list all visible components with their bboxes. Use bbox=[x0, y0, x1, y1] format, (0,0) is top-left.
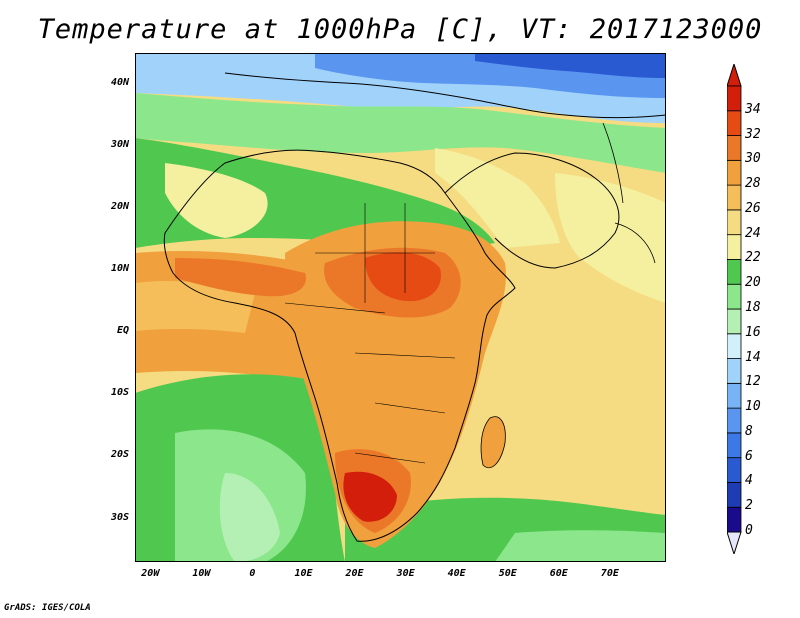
colorbar-level-label: 30 bbox=[745, 151, 761, 167]
colorbar-level-label: 20 bbox=[745, 275, 761, 291]
colorbar-level-label: 8 bbox=[745, 423, 753, 439]
arabia-coastline bbox=[444, 152, 620, 269]
colorbar-box bbox=[727, 382, 742, 409]
colorbar-box bbox=[727, 482, 742, 508]
colorbar-box bbox=[727, 234, 742, 260]
colorbar-box bbox=[727, 506, 742, 533]
arabia-warm bbox=[435, 148, 560, 248]
colorbar-box bbox=[727, 159, 742, 186]
north-africa-mild bbox=[135, 93, 666, 173]
kalahari-hottest bbox=[343, 471, 397, 522]
lat-tick-label: 20S bbox=[110, 449, 129, 461]
colorbar-level-label: 0 bbox=[745, 523, 753, 538]
lon-tick-label: 70E bbox=[600, 568, 619, 579]
colorbar-level-label: 16 bbox=[745, 324, 761, 340]
colorbar-box bbox=[727, 259, 742, 285]
cold-band-deepest bbox=[475, 53, 666, 78]
colorbar bbox=[727, 64, 742, 554]
lat-tick-label: 40N bbox=[110, 77, 129, 89]
lat-tick-label: 30N bbox=[110, 139, 129, 151]
colorbar-level-label: 2 bbox=[745, 498, 753, 514]
west-sahara-warm bbox=[165, 163, 268, 238]
colorbar-box bbox=[727, 209, 742, 236]
colorbar-box bbox=[727, 85, 742, 112]
europe-coastline bbox=[224, 72, 666, 119]
map-panel bbox=[135, 53, 666, 562]
colorbar-box bbox=[727, 432, 742, 459]
colorbar-under-triangle bbox=[727, 531, 742, 554]
lon-tick-label: 10E bbox=[294, 568, 313, 579]
lon-tick-label: 10W bbox=[192, 568, 211, 579]
lat-tick-label: 20N bbox=[110, 201, 129, 213]
colorbar-level-label: 28 bbox=[745, 176, 761, 192]
colorbar-level-label: 26 bbox=[745, 200, 761, 216]
colorbar-box bbox=[727, 283, 742, 310]
lon-tick-label: 40E bbox=[447, 568, 466, 579]
lat-tick-label: 10N bbox=[110, 263, 129, 275]
colorbar-box bbox=[727, 184, 742, 211]
colorbar-level-label: 22 bbox=[745, 250, 761, 266]
west-africa-hot bbox=[175, 258, 306, 297]
colorbar-level-label: 4 bbox=[745, 473, 753, 489]
colorbar-box bbox=[727, 110, 742, 136]
lon-tick-label: 60E bbox=[549, 568, 568, 579]
colorbar-box bbox=[727, 407, 742, 434]
india-coastline bbox=[602, 122, 656, 264]
lat-tick-label: 30S bbox=[110, 511, 129, 523]
colorbar-box bbox=[727, 358, 742, 384]
lon-tick-label: 20W bbox=[141, 568, 160, 579]
colorbar-level-label: 18 bbox=[745, 300, 761, 315]
equatorial-atlantic bbox=[135, 281, 255, 333]
lon-tick-label: 20E bbox=[345, 568, 364, 579]
central-africa-hottest bbox=[365, 252, 441, 302]
lat-tick-label: EQ bbox=[116, 325, 129, 337]
colorbar-box bbox=[727, 308, 742, 335]
colorbar-level-label: 14 bbox=[745, 349, 761, 365]
colorbar-box bbox=[727, 333, 742, 359]
grads-credit: GrADS: IGES/COLA bbox=[4, 603, 91, 613]
colorbar-over-triangle bbox=[727, 64, 742, 87]
colorbar-level-label: 32 bbox=[745, 126, 761, 142]
colorbar-level-label: 12 bbox=[745, 374, 761, 390]
colorbar-level-label: 34 bbox=[745, 101, 761, 117]
africa-coastline bbox=[163, 149, 516, 542]
lon-tick-label: 50E bbox=[498, 568, 517, 579]
lon-tick-label: 0 bbox=[249, 568, 256, 579]
colorbar-box bbox=[727, 135, 742, 161]
southern-ocean-cooler bbox=[495, 530, 666, 562]
benguela-cool bbox=[219, 473, 280, 562]
lat-tick-label: 10S bbox=[110, 387, 129, 399]
colorbar-level-label: 10 bbox=[745, 399, 761, 415]
map-title: Temperature at 1000hPa [C], VT: 20171230… bbox=[37, 14, 763, 45]
colorbar-level-label: 24 bbox=[745, 225, 761, 241]
lon-tick-label: 30E bbox=[396, 568, 415, 579]
colorbar-box bbox=[727, 457, 742, 483]
temperature-map bbox=[135, 53, 666, 562]
madagascar bbox=[480, 416, 506, 469]
colorbar-level-label: 6 bbox=[745, 448, 753, 464]
country-borders bbox=[284, 203, 456, 464]
